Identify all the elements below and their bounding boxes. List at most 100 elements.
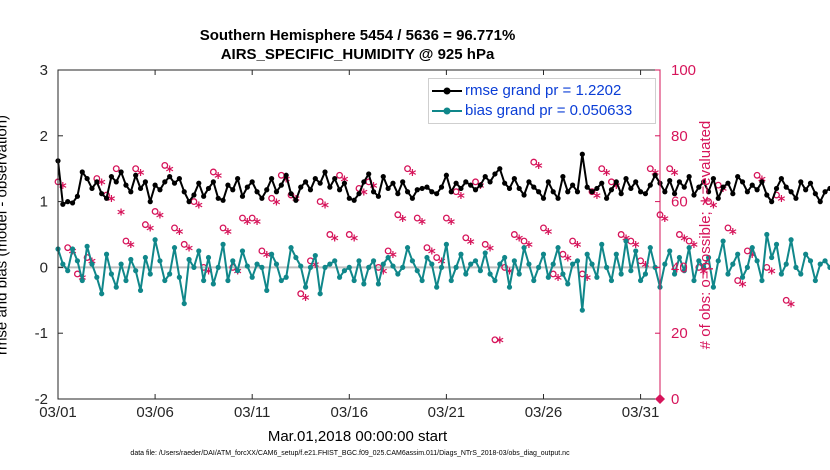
obs-evaluated-point: * <box>496 334 504 352</box>
rmse-point <box>681 184 687 190</box>
bias-point <box>642 271 649 277</box>
bias-point <box>317 291 323 297</box>
rmse-point <box>395 191 401 197</box>
rmse-point <box>594 185 600 192</box>
rmse-point <box>647 182 653 188</box>
bias-point <box>162 277 168 284</box>
rmse-point <box>133 172 139 178</box>
rmse-point <box>336 187 343 193</box>
rmse-point <box>298 184 304 190</box>
rmse-point <box>278 182 284 188</box>
bias-point <box>356 258 362 264</box>
rmse-point <box>220 197 226 203</box>
bias-point <box>497 261 503 267</box>
rmse-point <box>798 179 804 185</box>
rmse-point <box>157 187 163 193</box>
rmse-point <box>701 179 707 185</box>
bias-point <box>278 277 284 284</box>
rmse-point <box>380 173 386 180</box>
obs-evaluated-point: * <box>418 215 426 233</box>
obs-possible-point <box>268 194 276 202</box>
rmse-point <box>623 175 629 182</box>
bias-point <box>487 271 493 277</box>
rmse-point <box>477 182 483 188</box>
rmse-point <box>463 179 469 185</box>
obs-possible-point <box>481 240 489 248</box>
obs-possible-point <box>705 198 712 206</box>
rmse-point <box>293 197 299 203</box>
bias-point <box>322 264 328 270</box>
rmse-point <box>99 191 105 197</box>
bias-point <box>181 300 187 307</box>
rmse-point <box>472 187 479 193</box>
obs-possible-point <box>491 336 499 344</box>
rmse-point <box>788 189 794 195</box>
rmse-point <box>633 179 639 185</box>
bias-point <box>531 277 537 284</box>
bias-point <box>89 261 95 267</box>
bias-point <box>647 245 653 251</box>
legend-entry-bias: bias grand pr = 0.050633 <box>429 101 655 121</box>
bias-point <box>759 277 765 284</box>
bias-point <box>506 284 513 290</box>
rmse-point <box>84 175 90 182</box>
bias-point <box>419 277 425 284</box>
bias-point <box>205 254 212 261</box>
bias-point <box>807 258 814 264</box>
rmse-point <box>671 191 678 197</box>
y-tick-label-left: -1 <box>35 325 48 342</box>
obs-possible-point <box>724 224 732 232</box>
rmse-point <box>167 173 173 180</box>
obs-possible-point <box>394 211 402 219</box>
rmse-point <box>152 182 158 188</box>
bias-point <box>458 251 464 257</box>
rmse-point <box>511 175 517 182</box>
obs-possible-point <box>209 168 217 176</box>
bias-point <box>764 231 770 238</box>
bias-point <box>472 258 479 264</box>
rmse-point <box>827 185 830 192</box>
obs-evaluated-point: * <box>583 271 591 289</box>
obs-evaluated-point: * <box>321 199 329 217</box>
rmse-point <box>312 175 318 182</box>
rmse-point <box>458 185 464 192</box>
obs-evaluated-point: * <box>515 232 523 250</box>
obs-possible-point <box>258 247 266 255</box>
rmse-point <box>730 191 736 197</box>
bias-point <box>385 254 391 261</box>
bias-point <box>550 261 556 267</box>
obs-possible-point <box>345 231 353 238</box>
bias-point <box>380 261 386 267</box>
obs-evaluated-point: * <box>98 176 106 194</box>
rmse-point <box>812 191 818 197</box>
bias-point <box>686 245 692 251</box>
bias-point <box>351 277 357 284</box>
x-tick-label: 03/26 <box>525 404 563 421</box>
obs-possible-point <box>569 237 577 245</box>
bias-point <box>662 261 668 267</box>
rmse-point <box>574 189 581 195</box>
rmse-point <box>288 191 294 197</box>
bias-point <box>283 274 289 280</box>
bias-point <box>249 274 255 280</box>
obs-possible-point <box>336 171 344 179</box>
obs-evaluated-point: * <box>632 238 640 256</box>
obs-possible-point <box>161 161 169 169</box>
rmse-point <box>69 200 76 206</box>
bias-point <box>201 277 207 284</box>
bias-point <box>254 261 260 267</box>
obs-possible-point <box>112 165 120 173</box>
rmse-point <box>89 185 95 192</box>
obs-evaluated-point: * <box>535 159 543 177</box>
rmse-point <box>710 175 717 182</box>
obs-possible-point <box>472 178 479 186</box>
obs-evaluated-point: * <box>117 205 125 223</box>
rmse-point <box>739 179 746 185</box>
bias-point <box>390 263 396 269</box>
rmse-point <box>468 182 474 188</box>
bias-point <box>725 271 731 277</box>
rmse-point <box>264 187 270 193</box>
bias-point <box>225 277 231 284</box>
obs-evaluated-point: * <box>224 225 232 243</box>
rmse-point <box>239 193 246 199</box>
